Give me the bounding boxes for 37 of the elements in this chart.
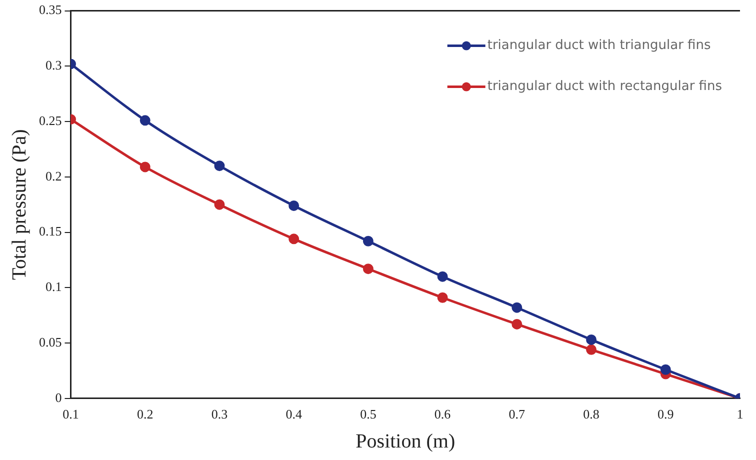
point: [437, 292, 448, 303]
x-tick-label: 0.9: [658, 406, 674, 422]
legend-label: triangular duct with rectangular fins: [487, 79, 722, 94]
y-tick-label: 0.15: [39, 224, 62, 239]
point: [214, 199, 225, 210]
x-tick-label: 0.2: [136, 406, 154, 422]
point: [660, 364, 671, 375]
x-axis-title: Position (m): [356, 430, 456, 452]
y-tick-label: 0.35: [39, 2, 62, 18]
legend-label: triangular duct with triangular fins: [487, 38, 711, 54]
point: [140, 115, 150, 126]
point: [362, 264, 374, 274]
y-tick-label: 0.3: [46, 58, 62, 73]
y-tick-label: 0.25: [39, 112, 62, 128]
x-tick-label: 1: [736, 406, 744, 422]
x-tick-label: 0.8: [583, 406, 600, 422]
point: [586, 334, 597, 345]
x-tick-label: 0.4: [286, 406, 302, 422]
point: [512, 318, 522, 330]
point: [214, 160, 225, 172]
y-tick-label: 0.2: [46, 168, 62, 184]
x-tick-label: 0.5: [360, 406, 376, 422]
point: [288, 200, 300, 211]
y-tick-label: 0: [55, 390, 62, 405]
x-tick-label: 0.3: [211, 406, 228, 422]
point: [586, 344, 597, 355]
x-tick-label: 0.1: [62, 406, 79, 422]
x-tick-label: 0.6: [434, 406, 452, 422]
point: [512, 302, 522, 313]
y-tick-label: 0.05: [39, 334, 62, 350]
x-tick-label: 0.7: [508, 406, 526, 422]
point: [140, 162, 150, 172]
y-tick-label: 0.1: [46, 279, 62, 294]
point: [362, 236, 374, 246]
y-axis-title: Total pressure (Pa): [8, 129, 30, 280]
point: [437, 271, 448, 282]
point: [288, 234, 300, 244]
